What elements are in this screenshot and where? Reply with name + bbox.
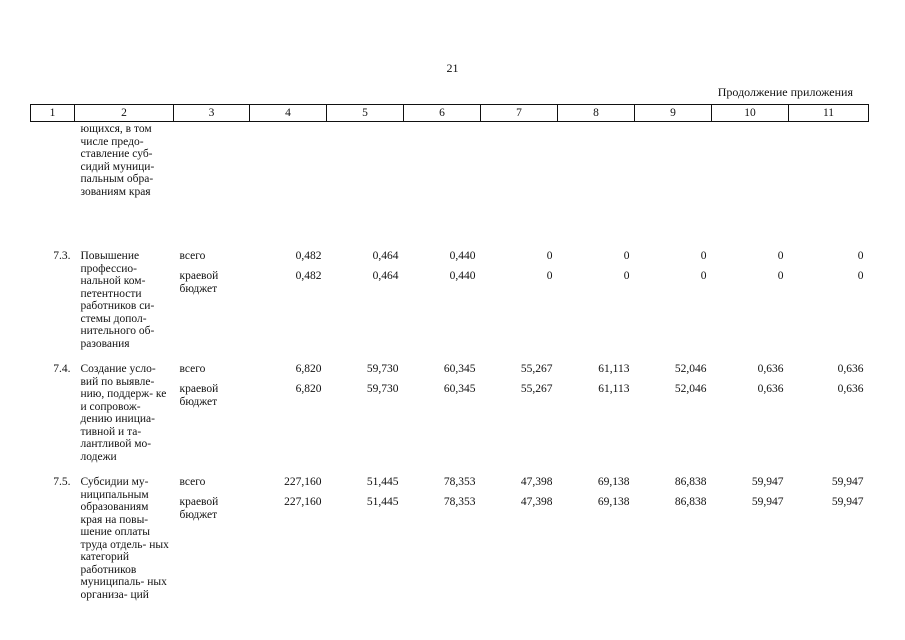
funding-type-regional: краевой бюджет	[179, 496, 219, 521]
funding-type: всего краевой бюджет	[174, 360, 250, 473]
value-regional: 0	[623, 270, 630, 282]
value-total: 52,046	[674, 363, 707, 375]
column-header: 5	[326, 104, 404, 122]
funding-type-regional: краевой бюджет	[179, 270, 219, 295]
column-header: 9	[634, 104, 712, 122]
value-regional: 59,730	[366, 383, 399, 395]
header-row: 1 2 3 4 5 6 7 8 9 10 11	[30, 104, 869, 122]
value-total: 55,267	[520, 363, 553, 375]
value-total: 227,160	[284, 476, 322, 488]
value-total: 0	[623, 250, 630, 262]
funding-type: всего краевой бюджет	[174, 247, 250, 360]
row-name: ющихся, в том числе предо- ставление суб…	[80, 123, 155, 198]
value-total: 47,398	[520, 476, 553, 488]
column-header: 7	[480, 104, 558, 122]
value-total: 51,445	[366, 476, 399, 488]
funding-type-total: всего	[179, 363, 206, 375]
value-total: 0,636	[837, 363, 864, 375]
value-total: 0,482	[295, 250, 322, 262]
value-regional: 0,636	[837, 383, 864, 395]
value-total: 59,730	[366, 363, 399, 375]
value-total: 0	[777, 250, 784, 262]
row-code: 7.5.	[53, 476, 71, 488]
value-total: 59,947	[831, 476, 864, 488]
value-regional: 6,820	[295, 383, 322, 395]
column-header: 6	[403, 104, 481, 122]
value-regional: 0,482	[295, 270, 322, 282]
budget-table: 1 2 3 4 5 6 7 8 9 10 11 ющихся, в том чи…	[30, 104, 869, 616]
value-regional: 55,267	[520, 383, 553, 395]
column-header: 3	[173, 104, 250, 122]
table-row: 7.4. Создание усло- вий по выявле- нию, …	[31, 360, 869, 473]
value-regional: 59,947	[751, 496, 784, 508]
value-total: 0	[700, 250, 707, 262]
value-regional: 0,464	[372, 270, 399, 282]
value-total: 78,353	[443, 476, 476, 488]
value-regional: 0	[857, 270, 864, 282]
funding-type-total: всего	[179, 476, 206, 488]
value-total: 69,138	[597, 476, 630, 488]
row-name: Субсидии му- ниципальным образованиям кр…	[80, 476, 169, 601]
value-regional: 59,947	[831, 496, 864, 508]
column-header: 8	[557, 104, 635, 122]
column-header: 10	[711, 104, 789, 122]
value-regional: 0,440	[449, 270, 476, 282]
value-regional: 60,345	[443, 383, 476, 395]
value-regional: 52,046	[674, 383, 707, 395]
funding-type-regional: краевой бюджет	[179, 383, 219, 408]
value-total: 0	[857, 250, 864, 262]
value-total: 86,838	[674, 476, 707, 488]
column-header: 2	[74, 104, 174, 122]
table-row: 7.5. Субсидии му- ниципальным образовани…	[31, 473, 869, 616]
value-regional: 0	[546, 270, 553, 282]
value-regional: 51,445	[366, 496, 399, 508]
value-regional: 0,636	[757, 383, 784, 395]
row-name: Создание усло- вий по выявле- нию, подде…	[80, 363, 167, 463]
value-regional: 227,160	[284, 496, 322, 508]
value-total: 0,440	[449, 250, 476, 262]
value-regional: 69,138	[597, 496, 630, 508]
value-regional: 86,838	[674, 496, 707, 508]
value-regional: 61,113	[598, 383, 630, 395]
row-name: Повышение профессио- нальной ком- петент…	[80, 250, 155, 350]
value-regional: 78,353	[443, 496, 476, 508]
funding-type: всего краевой бюджет	[174, 473, 250, 616]
page-number: 21	[446, 61, 459, 75]
column-header: 1	[30, 104, 75, 122]
column-header: 11	[788, 104, 869, 122]
row-code: 7.3.	[53, 250, 71, 262]
table-row-continued: ющихся, в том числе предо- ставление суб…	[31, 122, 869, 248]
value-regional: 0	[777, 270, 784, 282]
value-regional: 47,398	[520, 496, 553, 508]
row-code: 7.4.	[53, 363, 71, 375]
value-total: 6,820	[295, 363, 322, 375]
column-header: 4	[249, 104, 327, 122]
value-total: 60,345	[443, 363, 476, 375]
continuation-label: Продолжение приложения	[717, 85, 853, 99]
value-total: 61,113	[598, 363, 630, 375]
value-total: 0,636	[757, 363, 784, 375]
funding-type-total: всего	[179, 250, 206, 262]
table-row: 7.3. Повышение профессио- нальной ком- п…	[31, 247, 869, 360]
value-total: 59,947	[751, 476, 784, 488]
value-total: 0	[546, 250, 553, 262]
value-regional: 0	[700, 270, 707, 282]
value-total: 0,464	[372, 250, 399, 262]
